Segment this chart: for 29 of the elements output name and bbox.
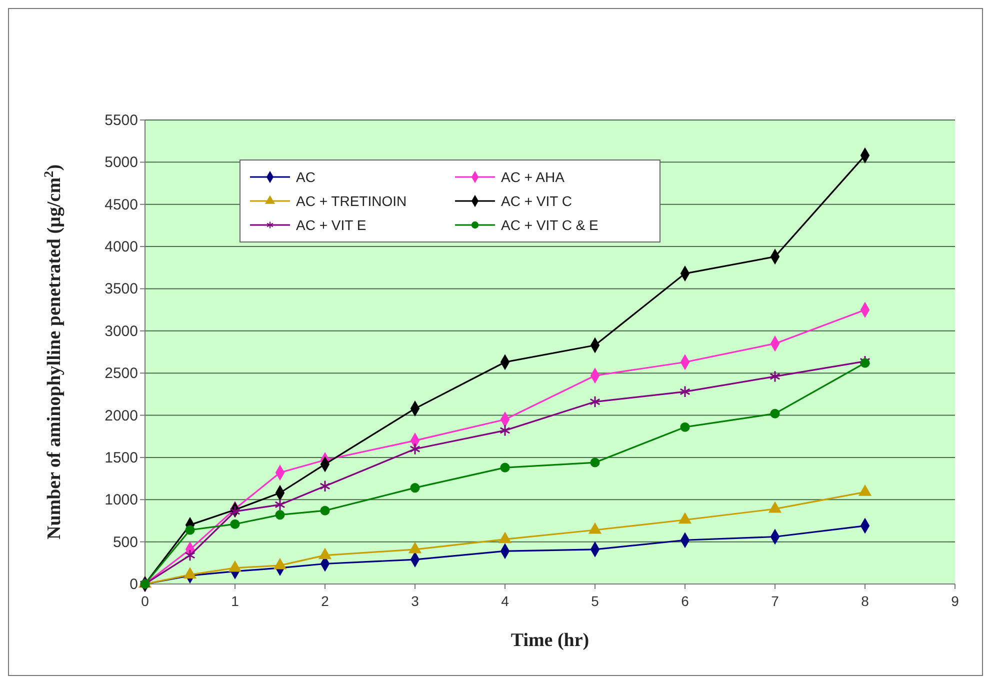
y-tick-label: 1000: [104, 492, 138, 509]
y-tick-label: 3500: [104, 280, 138, 298]
legend-label: AC + AHA: [501, 169, 566, 185]
x-tick-label: 3: [411, 593, 420, 609]
y-tick-label: 1500: [104, 449, 138, 466]
x-tick-label: 9: [951, 593, 960, 609]
legend-label: AC + TRETINOIN: [296, 193, 407, 209]
y-tick-label: 5000: [104, 154, 138, 172]
y-tick-label: 3000: [104, 322, 138, 340]
x-axis-title: Time (hr): [510, 630, 590, 651]
legend-label: AC + VIT C & E: [501, 217, 598, 233]
x-tick-label: 2: [321, 593, 330, 609]
y-tick-label: 4500: [104, 196, 138, 214]
legend-label: AC + VIT E: [296, 217, 366, 233]
x-tick-label: 7: [771, 593, 780, 609]
y-tick-label: 2500: [104, 365, 138, 382]
y-tick-label: 5500: [104, 112, 138, 129]
y-tick-label: 500: [112, 534, 138, 551]
x-tick-label: 6: [681, 593, 690, 609]
x-tick-label: 1: [231, 593, 240, 609]
x-tick-label: 0: [141, 593, 150, 609]
y-tick-label: 4000: [104, 238, 138, 256]
x-tick-label: 8: [861, 593, 870, 609]
legend-label: AC: [296, 169, 316, 185]
y-tick-label: 0: [130, 576, 138, 593]
x-tick-label: 4: [501, 593, 510, 609]
x-tick-label: 5: [591, 593, 600, 609]
legend-label: AC + VIT C: [501, 193, 572, 209]
y-tick-label: 2000: [104, 407, 138, 424]
